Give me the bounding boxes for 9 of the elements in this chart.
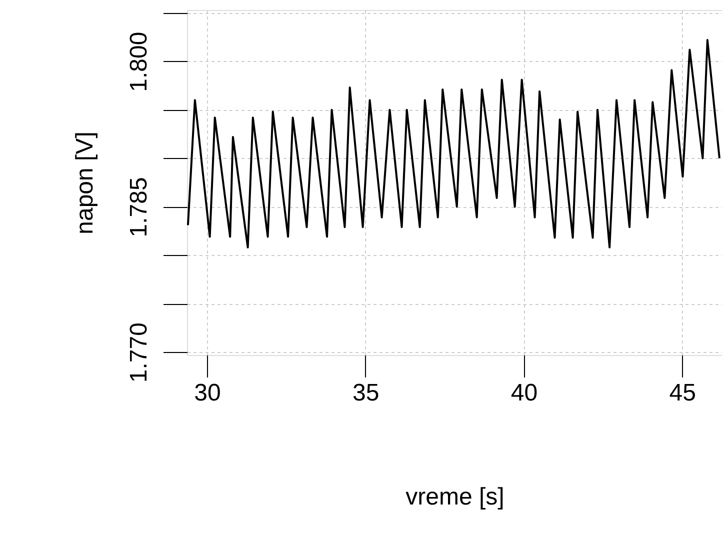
y-tick-label: 1.770 (126, 322, 152, 383)
x-tick-label: 40 (510, 380, 538, 406)
x-tick-label: 35 (352, 380, 380, 406)
x-tick-label: 45 (669, 380, 696, 406)
y-tick-label: 1.800 (126, 32, 152, 92)
x-axis-title: vreme [s] (406, 484, 504, 510)
y-tick-label: 1.785 (126, 177, 152, 238)
x-tick-label: 30 (194, 380, 221, 406)
y-axis-title: napon [V] (72, 132, 98, 234)
